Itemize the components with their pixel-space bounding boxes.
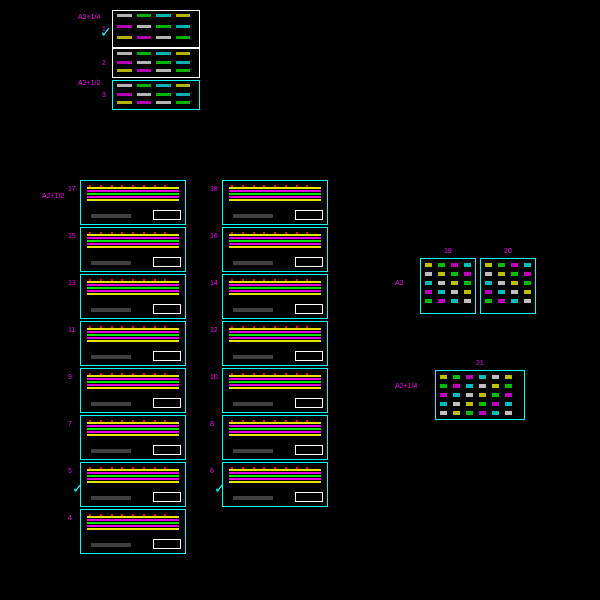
drawing-sheet bbox=[480, 258, 536, 314]
drawing-sheet bbox=[112, 48, 200, 78]
drawing-sheet bbox=[80, 180, 186, 225]
sheet-label: 10 bbox=[210, 374, 218, 381]
drawing-sheet bbox=[80, 509, 186, 554]
drawing-sheet bbox=[420, 258, 476, 314]
drawing-sheet bbox=[222, 274, 328, 319]
sheet-label: 13 bbox=[68, 280, 76, 287]
sheet-label: A2+1/4 bbox=[395, 383, 417, 390]
drawing-sheet bbox=[435, 370, 525, 420]
sheet-label: 19 bbox=[444, 248, 452, 255]
drawing-sheet bbox=[222, 180, 328, 225]
sheet-label: 12 bbox=[210, 327, 218, 334]
sheet-label: A2+1/2 bbox=[78, 80, 100, 87]
drawing-sheet bbox=[222, 462, 328, 507]
checkmark-icon: ✓ bbox=[214, 480, 226, 497]
sheet-label: A2+1/2 bbox=[42, 193, 64, 200]
drawing-sheet bbox=[112, 80, 200, 110]
sheet-label: 2 bbox=[102, 60, 106, 67]
sheet-label: 15 bbox=[68, 233, 76, 240]
drawing-sheet bbox=[222, 368, 328, 413]
sheet-label: 9 bbox=[68, 374, 72, 381]
drawing-sheet bbox=[80, 462, 186, 507]
sheet-label: 7 bbox=[68, 421, 72, 428]
sheet-label: 5 bbox=[68, 468, 72, 475]
sheet-label: 14 bbox=[210, 280, 218, 287]
drawing-sheet bbox=[80, 227, 186, 272]
drawing-sheet bbox=[80, 274, 186, 319]
sheet-label: 21 bbox=[476, 360, 484, 367]
sheet-label: 6 bbox=[210, 468, 214, 475]
checkmark-icon: ✓ bbox=[100, 24, 112, 41]
drawing-sheet bbox=[80, 321, 186, 366]
drawing-sheet bbox=[222, 227, 328, 272]
sheet-label: 18 bbox=[210, 186, 218, 193]
drawing-sheet bbox=[222, 321, 328, 366]
drawing-sheet bbox=[80, 368, 186, 413]
sheet-label: 11 bbox=[68, 327, 75, 334]
drawing-sheet bbox=[222, 415, 328, 460]
sheet-label: 8 bbox=[210, 421, 214, 428]
sheet-label: A2+1/4 bbox=[78, 14, 100, 21]
sheet-label: 16 bbox=[210, 233, 218, 240]
sheet-label: 20 bbox=[504, 248, 512, 255]
sheet-label: A2 bbox=[395, 280, 404, 287]
drawing-sheet bbox=[112, 10, 200, 48]
sheet-label: 17 bbox=[68, 186, 76, 193]
checkmark-icon: ✓ bbox=[72, 480, 84, 497]
drawing-sheet bbox=[80, 415, 186, 460]
sheet-label: 3 bbox=[102, 92, 106, 99]
sheet-label: 4 bbox=[68, 515, 72, 522]
